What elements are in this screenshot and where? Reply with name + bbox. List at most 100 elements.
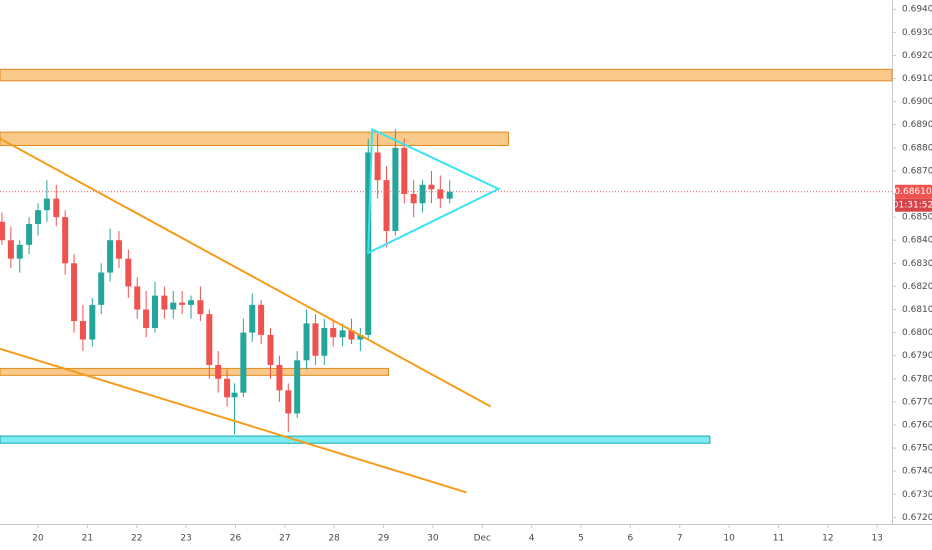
trendline (0, 347, 467, 494)
x-tick-label: 26 (230, 534, 242, 544)
candle-body (312, 323, 319, 356)
x-tick-label: 11 (773, 534, 784, 544)
zone (0, 367, 389, 376)
x-tick-label: 13 (871, 534, 882, 544)
candle-body (215, 364, 222, 379)
candle-body (374, 152, 381, 181)
candle-body (303, 323, 310, 361)
x-tick-label: 23 (180, 534, 191, 544)
candle-body (392, 147, 399, 231)
candle-body (0, 221, 5, 241)
candle-body (79, 321, 86, 340)
x-tick-label: 12 (822, 534, 833, 544)
y-tick-label: 0.69400 (902, 5, 932, 15)
candle-body (428, 184, 435, 190)
candle-body (276, 364, 283, 391)
x-tick-label: Dec (474, 534, 491, 544)
last-price-box (895, 184, 932, 199)
candle-body (446, 191, 453, 199)
x-tick-label: 20 (32, 534, 44, 544)
x-tick-label: 21 (82, 534, 93, 544)
candle-body (401, 147, 408, 195)
x-tick-label: 28 (328, 534, 340, 544)
x-tick-label: 27 (279, 534, 290, 544)
candle-body (437, 189, 444, 199)
candle-body (188, 300, 195, 305)
countdown-label: 01:31:52 (893, 201, 932, 211)
last-price-label: 0.68610 (894, 187, 931, 197)
candle-body (294, 360, 301, 414)
candle-body (71, 263, 78, 322)
candle-body (348, 330, 355, 340)
zone (0, 68, 893, 82)
x-tick-label: 5 (578, 534, 584, 544)
candle-body (115, 240, 122, 259)
x-tick-label: 29 (378, 534, 390, 544)
candle-body (231, 392, 238, 398)
x-tick-label: 7 (677, 534, 683, 544)
candle-body (383, 180, 390, 231)
candle-body (26, 224, 33, 245)
candle-body (197, 300, 204, 315)
triangle-pattern (367, 127, 501, 255)
candle-body (410, 194, 417, 204)
candle-body (98, 272, 105, 305)
candle-body (170, 302, 177, 310)
candle-body (258, 304, 265, 335)
candle-body (89, 304, 96, 340)
candle-body (249, 304, 256, 333)
candle-body (224, 378, 231, 398)
countdown-box (895, 198, 932, 212)
candle-body (16, 244, 23, 259)
candle-body (53, 198, 60, 218)
candle-body (321, 327, 328, 356)
candle-body (267, 334, 274, 365)
candle-body (134, 286, 141, 310)
x-tick-label: 30 (427, 534, 439, 544)
candle-body (7, 240, 14, 259)
candle-body (179, 302, 186, 305)
zone (0, 435, 711, 444)
candle-body (339, 330, 346, 338)
candle-body (206, 314, 213, 365)
candle-body (330, 327, 337, 338)
candle-body (152, 295, 159, 328)
candle-body (35, 210, 42, 225)
candle-body (43, 198, 50, 211)
candle-body (62, 217, 69, 264)
candle-body (161, 295, 168, 310)
candle-body (125, 258, 132, 287)
candle-body (107, 240, 114, 273)
x-tick-label: 10 (723, 534, 735, 544)
candle-body (143, 309, 150, 328)
x-tick-label: 4 (529, 534, 535, 544)
candle-body (285, 390, 292, 414)
candle-body (240, 332, 247, 393)
x-tick-label: 6 (628, 534, 634, 544)
x-tick-label: 22 (131, 534, 142, 544)
candle-body (419, 184, 426, 204)
